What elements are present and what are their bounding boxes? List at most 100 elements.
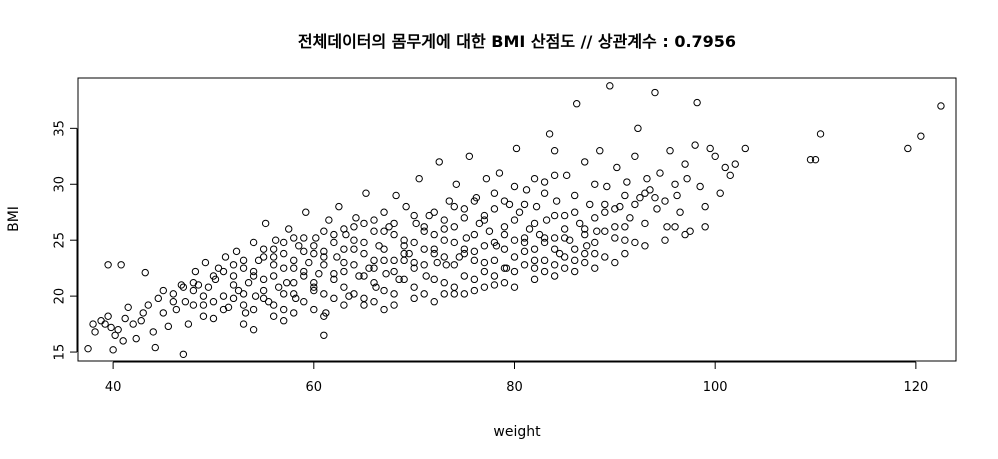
data-point — [641, 219, 649, 228]
data-point — [380, 245, 388, 253]
data-point — [201, 258, 210, 267]
data-point — [440, 236, 448, 244]
data-point — [603, 182, 611, 191]
data-point — [500, 197, 509, 205]
data-point — [621, 249, 629, 258]
data-point — [380, 227, 388, 235]
data-point — [550, 245, 559, 253]
data-point — [706, 144, 714, 153]
data-point — [937, 102, 945, 110]
data-point — [139, 309, 147, 317]
data-point — [340, 267, 348, 276]
data-point — [530, 245, 539, 253]
x-axis-label: weight — [493, 424, 541, 440]
data-point — [229, 294, 238, 303]
data-point — [530, 174, 539, 183]
data-point — [259, 275, 268, 284]
data-point — [232, 247, 241, 256]
data-point — [450, 290, 458, 298]
data-point — [169, 290, 178, 298]
data-point — [641, 189, 649, 197]
data-point — [520, 238, 529, 247]
data-point — [430, 249, 438, 258]
data-point — [141, 268, 149, 277]
data-point — [581, 230, 589, 239]
data-point — [221, 253, 230, 261]
data-point — [470, 197, 479, 205]
data-point — [681, 160, 689, 168]
data-point — [586, 200, 594, 209]
data-point — [435, 158, 443, 166]
data-point — [239, 320, 248, 328]
data-point — [400, 275, 408, 284]
data-point — [330, 275, 338, 284]
data-point — [149, 328, 157, 336]
data-point — [330, 294, 338, 303]
data-point — [535, 230, 544, 239]
data-point — [410, 258, 418, 267]
data-point — [137, 317, 145, 325]
data-point — [480, 258, 489, 267]
data-point — [520, 200, 529, 209]
data-point — [254, 256, 263, 265]
data-point — [400, 256, 408, 265]
data-point — [269, 245, 278, 253]
data-point — [269, 253, 278, 261]
data-point — [480, 216, 489, 224]
data-point — [340, 245, 348, 253]
data-point — [302, 208, 310, 216]
data-point — [510, 182, 519, 191]
data-point — [442, 261, 450, 269]
data-point — [445, 197, 453, 205]
data-point — [450, 202, 458, 211]
data-point — [693, 98, 701, 107]
data-point — [365, 264, 373, 272]
data-point — [636, 193, 644, 202]
data-point — [552, 197, 561, 205]
chart-title: 전체데이터의 몸무게에 대한 BMI 산점도 // 상관계수 : 0.7956 — [298, 32, 736, 51]
data-point — [410, 238, 418, 247]
data-point — [683, 174, 691, 183]
data-point — [631, 238, 639, 247]
data-point — [515, 208, 524, 216]
data-point — [550, 234, 559, 242]
data-point — [104, 312, 112, 320]
data-point — [269, 312, 278, 320]
data-point — [239, 256, 248, 265]
data-point — [121, 314, 129, 323]
data-point — [415, 174, 423, 183]
data-point — [593, 227, 601, 235]
data-point — [249, 325, 258, 334]
data-point — [490, 256, 499, 265]
data-point — [560, 211, 569, 220]
data-point — [239, 301, 248, 309]
data-point — [701, 202, 709, 211]
data-point — [425, 211, 433, 220]
data-point — [159, 286, 167, 295]
data-point — [540, 267, 549, 276]
data-point — [251, 292, 260, 300]
data-point — [380, 286, 388, 295]
data-point — [450, 238, 458, 247]
data-point — [651, 88, 659, 97]
data-point — [550, 211, 559, 220]
data-point — [591, 249, 599, 258]
data-point — [214, 264, 223, 272]
data-point — [320, 247, 328, 256]
data-point — [696, 182, 704, 191]
data-point — [320, 331, 328, 339]
data-point — [259, 245, 268, 253]
data-point — [290, 290, 298, 298]
data-point — [562, 171, 571, 180]
data-point — [904, 144, 912, 153]
data-point — [97, 317, 105, 325]
data-point — [352, 214, 360, 222]
data-point — [310, 242, 318, 250]
data-point — [460, 205, 469, 213]
data-point — [269, 272, 278, 280]
data-point — [350, 236, 358, 244]
data-point — [460, 272, 469, 280]
data-point — [189, 286, 198, 295]
data-point — [540, 178, 549, 186]
